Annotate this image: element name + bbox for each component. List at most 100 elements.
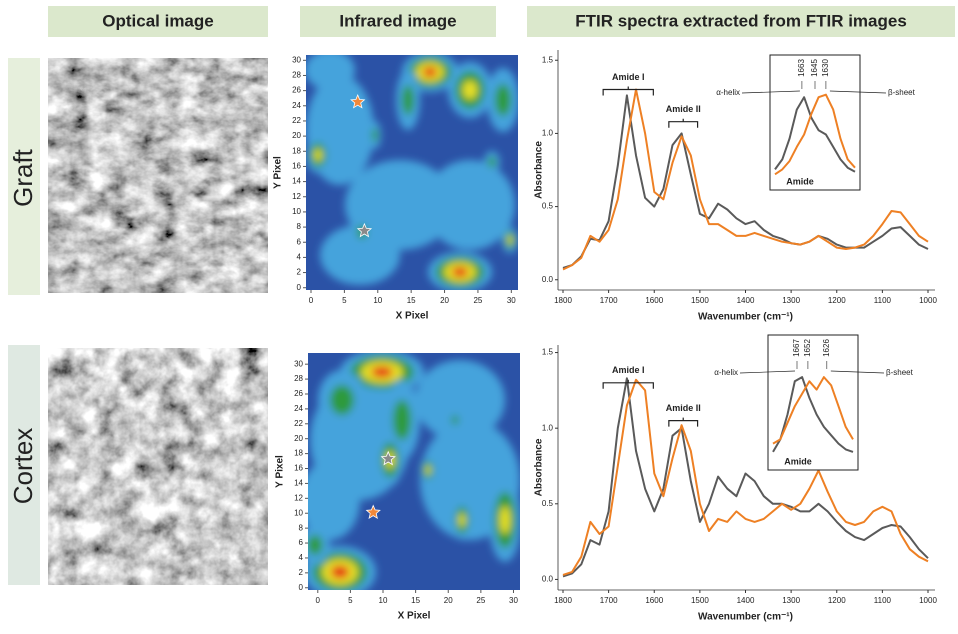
heatmap-blob [415,360,505,440]
y-tick-label: 0.5 [542,202,554,211]
y-tick-label: 28 [294,374,303,383]
row-label: Cortex [8,428,38,505]
heatmap-blob [425,466,430,475]
y-axis-label: Y Pixel [273,156,284,189]
page: Optical image Infrared image FTIR spectr… [0,0,958,629]
y-tick-label: 16 [294,464,303,473]
spectrum-line [563,95,928,268]
y-tick-label: 14 [292,177,301,186]
y-tick-label: 10 [294,508,303,517]
x-tick-label: 1600 [645,296,663,305]
x-tick-label: 10 [373,296,382,305]
optical-image [48,58,268,293]
x-tick-label: 1800 [554,596,572,605]
y-tick-label: 30 [294,359,303,368]
x-tick-label: 10 [379,596,388,605]
peak-label: 1652 [803,339,812,357]
y-tick-label: 20 [292,131,301,140]
heatmap-blob [314,149,322,161]
y-tick-label: 1.5 [542,348,554,357]
heatmap-blob [402,85,414,115]
y-tick-label: 2 [299,568,304,577]
x-tick-label: 1000 [919,296,937,305]
inset-label: α-helix [716,88,740,97]
bracket [669,119,698,128]
heatmap-blob [463,81,478,100]
y-tick-label: 12 [294,493,303,502]
y-axis-label: Y Pixel [275,455,286,488]
inset-label: β-sheet [886,368,914,377]
x-tick-label: 20 [440,296,449,305]
heatmap-blob [393,400,411,440]
y-tick-label: 18 [292,146,301,155]
y-tick-label: 10 [292,207,301,216]
y-tick-label: 22 [294,419,303,428]
heatmap-blob [308,535,323,555]
inset-label: Amide [786,176,814,186]
y-tick-label: 24 [292,101,301,110]
heatmap-blob [488,157,496,168]
heatmap-blob [500,506,511,534]
x-axis-label: Wavenumber (cm⁻¹) [698,312,793,323]
bracket [669,418,698,427]
y-tick-label: 1.0 [542,129,554,138]
x-tick-label: 25 [473,296,482,305]
y-tick-label: 6 [297,237,302,246]
annotation: Amide II [666,403,701,413]
bracket [603,87,653,96]
y-tick-label: 14 [294,479,303,488]
y-tick-label: 16 [292,162,301,171]
y-tick-label: 8 [297,222,302,231]
x-tick-label: 25 [476,596,485,605]
peak-label: 1645 [810,59,819,77]
x-tick-label: 1400 [737,596,755,605]
heatmap-blob [372,128,378,142]
y-tick-label: 4 [299,553,304,562]
peak-label: 1663 [797,59,806,77]
annotation: Amide I [612,365,645,375]
inset-label: Amide [784,456,812,466]
y-tick-label: 12 [292,192,301,201]
y-tick-label: 8 [299,523,304,532]
x-tick-label: 30 [507,296,516,305]
x-tick-label: 0 [309,296,314,305]
x-tick-label: 15 [407,296,416,305]
x-tick-label: 1500 [691,296,709,305]
x-tick-label: 1100 [874,596,892,605]
y-tick-label: 6 [299,538,304,547]
spectrum-line [563,378,928,576]
y-tick-label: 1.0 [542,423,554,432]
heatmap-blob [459,513,466,526]
inset-label: β-sheet [888,88,916,97]
x-axis-label: Wavenumber (cm⁻¹) [698,612,793,623]
y-tick-label: 30 [292,55,301,64]
column-title: Optical image [102,11,213,30]
x-tick-label: 1700 [600,596,618,605]
x-tick-label: 1300 [782,296,800,305]
inset-label: α-helix [714,368,738,377]
heatmap [305,50,519,292]
y-tick-label: 0.0 [542,575,554,584]
peak-label: 1630 [821,59,830,77]
x-tick-label: 0 [316,596,321,605]
x-tick-label: 1200 [828,296,846,305]
x-tick-label: 1700 [600,296,618,305]
y-tick-label: 2 [297,268,302,277]
y-tick-label: 1.5 [542,55,554,64]
heatmap-blob [425,160,515,250]
y-tick-label: 18 [294,449,303,458]
column-title: Infrared image [339,11,456,30]
column-title: FTIR spectra extracted from FTIR images [575,11,907,30]
x-tick-label: 1000 [919,596,937,605]
annotation: Amide II [666,104,701,114]
spectrum-line [563,380,928,575]
heatmap-blob [330,385,354,415]
y-tick-label: 26 [292,86,301,95]
y-tick-label: 0 [297,283,302,292]
x-tick-label: 5 [342,296,347,305]
y-tick-label: 28 [292,71,301,80]
heatmap-blob [372,367,393,378]
optical-image [48,348,268,585]
x-tick-label: 1200 [828,596,846,605]
row-label: Graft [8,148,38,207]
